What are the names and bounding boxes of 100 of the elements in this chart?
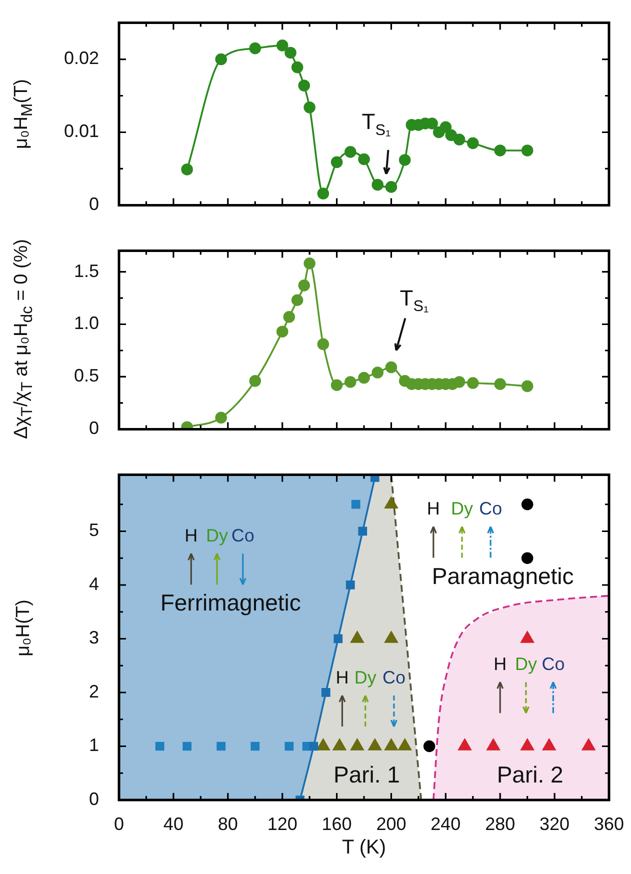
x-tick-label: 200 bbox=[376, 814, 406, 834]
point bbox=[317, 338, 330, 350]
point bbox=[542, 738, 556, 750]
x-tick-label: 360 bbox=[594, 814, 624, 834]
point bbox=[453, 134, 466, 146]
point bbox=[249, 42, 262, 54]
annotation: Co bbox=[479, 498, 502, 519]
y-tick-label: 1 bbox=[88, 735, 99, 756]
point bbox=[368, 738, 382, 750]
point bbox=[344, 376, 356, 388]
point bbox=[276, 40, 288, 52]
point bbox=[458, 738, 472, 750]
annotation: H bbox=[336, 667, 349, 688]
point bbox=[350, 738, 364, 750]
annotation: Co bbox=[231, 526, 254, 546]
annotation: Co bbox=[542, 654, 565, 674]
point bbox=[291, 61, 304, 74]
point bbox=[316, 738, 330, 750]
point bbox=[440, 121, 452, 134]
point bbox=[215, 53, 227, 66]
x-tick-label: 320 bbox=[540, 814, 570, 834]
point bbox=[276, 326, 288, 338]
point bbox=[466, 377, 479, 389]
point bbox=[358, 153, 370, 166]
x-axis-title: T (K) bbox=[342, 836, 386, 859]
point bbox=[521, 380, 534, 392]
x-tick-label: 80 bbox=[218, 814, 238, 834]
annotation: Dy bbox=[514, 654, 537, 674]
point bbox=[215, 412, 227, 424]
y-tick-label: 1.5 bbox=[74, 260, 99, 281]
point bbox=[453, 376, 466, 388]
annotation: Paramagnetic bbox=[432, 562, 574, 589]
point bbox=[249, 375, 262, 387]
y-tick-label: 0 bbox=[88, 194, 99, 214]
y-tick-label: 5 bbox=[88, 520, 99, 540]
y-tick-label: 3 bbox=[88, 628, 99, 648]
point bbox=[344, 146, 356, 158]
point bbox=[385, 181, 398, 193]
annotation: H bbox=[426, 498, 440, 519]
point bbox=[317, 188, 330, 200]
annotation: Dy bbox=[354, 667, 376, 688]
point bbox=[291, 294, 304, 306]
point bbox=[346, 580, 355, 590]
x-tick-label: 240 bbox=[430, 814, 461, 834]
point bbox=[384, 738, 398, 750]
x-tick-label: 160 bbox=[322, 814, 352, 834]
point bbox=[358, 372, 370, 384]
point bbox=[372, 366, 384, 378]
point bbox=[351, 500, 360, 509]
point bbox=[332, 738, 346, 750]
y-tick-label: 0.01 bbox=[64, 121, 99, 142]
point bbox=[298, 80, 310, 92]
point bbox=[385, 361, 398, 374]
y-tick-label: 1.0 bbox=[74, 313, 99, 334]
point bbox=[520, 631, 534, 643]
point bbox=[372, 178, 384, 191]
point bbox=[304, 102, 316, 114]
y-tick-label: 4 bbox=[88, 574, 99, 594]
point bbox=[521, 552, 534, 564]
point bbox=[521, 498, 534, 510]
point bbox=[520, 738, 534, 750]
point bbox=[321, 688, 330, 697]
point bbox=[384, 631, 398, 643]
annotation: Pari. 1 bbox=[333, 762, 400, 788]
annotation: Dy bbox=[451, 498, 473, 519]
y-axis-title: μ₀H(T) bbox=[13, 599, 35, 656]
point bbox=[486, 738, 500, 750]
x-tick-label: 120 bbox=[267, 814, 298, 834]
annotation: Pari. 2 bbox=[496, 762, 564, 788]
point bbox=[283, 311, 296, 323]
annotation: Dy bbox=[206, 526, 228, 546]
point bbox=[304, 257, 316, 270]
point bbox=[494, 378, 506, 390]
annotation: Ferrimagnetic bbox=[160, 590, 301, 616]
annotation: H bbox=[494, 654, 507, 674]
y-tick-label: 0.5 bbox=[74, 366, 99, 386]
x-tick-label: 280 bbox=[485, 814, 516, 834]
point bbox=[398, 738, 412, 750]
y-tick-label: 0.02 bbox=[64, 48, 99, 68]
x-tick-label: 0 bbox=[114, 814, 124, 834]
y-tick-label: 0 bbox=[88, 418, 99, 438]
point bbox=[582, 738, 596, 750]
point bbox=[350, 631, 364, 643]
x-tick-label: 40 bbox=[163, 814, 184, 834]
annotation: H bbox=[184, 526, 198, 546]
point bbox=[494, 144, 506, 156]
y-tick-label: 0 bbox=[88, 788, 99, 809]
point bbox=[181, 164, 193, 176]
point bbox=[521, 144, 534, 156]
point bbox=[398, 154, 411, 166]
point bbox=[334, 634, 343, 644]
point bbox=[298, 280, 310, 292]
point bbox=[445, 129, 458, 142]
point bbox=[466, 137, 479, 150]
point bbox=[330, 379, 343, 392]
point bbox=[330, 156, 343, 168]
point bbox=[358, 526, 368, 536]
annotation: Co bbox=[382, 667, 406, 688]
point bbox=[284, 46, 296, 59]
y-tick-label: 2 bbox=[88, 681, 99, 702]
